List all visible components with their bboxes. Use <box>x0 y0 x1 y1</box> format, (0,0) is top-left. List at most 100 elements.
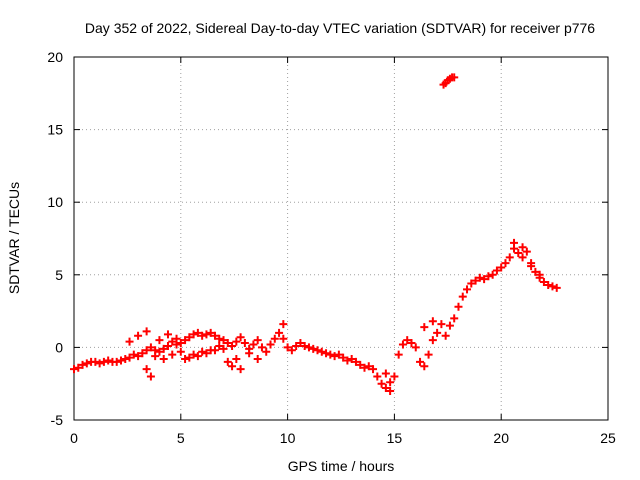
data-point <box>373 372 382 381</box>
data-point <box>527 262 536 271</box>
data-point <box>138 349 147 358</box>
y-tick-label: 10 <box>47 194 63 210</box>
data-point <box>223 339 232 348</box>
data-point <box>125 353 134 362</box>
data-point <box>270 334 279 343</box>
data-point <box>317 347 326 356</box>
data-point <box>189 330 198 339</box>
data-point <box>206 328 215 337</box>
data-point <box>458 292 467 301</box>
data-point <box>185 353 194 362</box>
data-point <box>441 331 450 340</box>
data-point <box>420 362 429 371</box>
data-point <box>377 379 386 388</box>
data-point <box>484 272 493 281</box>
data-point <box>394 350 403 359</box>
data-point <box>146 372 155 381</box>
data-points <box>70 73 561 395</box>
data-point <box>347 355 356 364</box>
y-tick-label: 0 <box>55 339 63 355</box>
data-point <box>155 336 164 345</box>
data-point <box>262 347 271 356</box>
plot-frame <box>73 56 609 421</box>
data-point <box>172 340 181 349</box>
data-point <box>74 363 83 372</box>
data-point <box>420 323 429 332</box>
data-point <box>219 344 228 353</box>
data-point <box>364 362 373 371</box>
data-point <box>510 238 519 247</box>
data-point <box>428 317 437 326</box>
data-point <box>518 243 527 252</box>
data-point <box>202 330 211 339</box>
data-point <box>505 253 514 262</box>
data-point <box>300 341 309 350</box>
data-point <box>437 320 446 329</box>
data-point <box>501 259 510 268</box>
y-tick-label: -5 <box>51 412 64 428</box>
data-point <box>155 347 164 356</box>
data-point <box>142 346 151 355</box>
grid <box>74 57 608 420</box>
data-point <box>168 337 177 346</box>
data-point <box>424 350 433 359</box>
data-point <box>535 270 544 279</box>
data-point <box>326 350 335 359</box>
data-point <box>369 365 378 374</box>
data-point <box>249 340 258 349</box>
data-point <box>304 343 313 352</box>
data-point <box>279 320 288 329</box>
x-axis-label: GPS time / hours <box>288 458 395 474</box>
data-point <box>240 339 249 348</box>
y-axis-label: SDTVAR / TECUs <box>6 182 22 294</box>
y-tick-label: 20 <box>47 49 63 65</box>
data-point <box>433 328 442 337</box>
data-point <box>146 343 155 352</box>
x-tick-label: 10 <box>280 430 296 446</box>
data-point <box>215 334 224 343</box>
data-point <box>531 267 540 276</box>
data-point <box>351 357 360 366</box>
data-point <box>475 273 484 282</box>
data-point <box>488 270 497 279</box>
data-point <box>189 350 198 359</box>
data-point <box>176 339 185 348</box>
data-point <box>134 352 143 361</box>
data-point <box>539 278 548 287</box>
data-point <box>253 336 262 345</box>
y-tick-label: 5 <box>55 267 63 283</box>
axis-ticks: 0 5 10 15 20 25 -5 0 5 10 15 20 <box>47 49 616 446</box>
data-point <box>514 249 523 258</box>
data-point <box>360 363 369 372</box>
data-point <box>193 328 202 337</box>
chart-title: Day 352 of 2022, Sidereal Day-to-day VTE… <box>85 20 595 36</box>
y-tick-label: 15 <box>47 122 63 138</box>
data-point <box>343 356 352 365</box>
data-point <box>381 384 390 393</box>
data-point <box>407 339 416 348</box>
data-point <box>176 347 185 356</box>
data-point <box>386 386 395 395</box>
data-point <box>334 350 343 359</box>
data-point <box>450 314 459 323</box>
data-point <box>296 339 305 348</box>
data-point <box>322 349 331 358</box>
data-point <box>82 359 91 368</box>
data-point <box>202 349 211 358</box>
data-point <box>330 352 339 361</box>
data-point <box>163 341 172 350</box>
data-point <box>159 355 168 364</box>
data-point <box>78 360 87 369</box>
data-point <box>159 344 168 353</box>
data-point <box>193 352 202 361</box>
data-point <box>548 282 557 291</box>
data-point <box>266 340 275 349</box>
data-point <box>398 340 407 349</box>
data-point <box>245 349 254 358</box>
data-point <box>91 357 100 366</box>
data-point <box>95 359 104 368</box>
data-point <box>552 283 561 292</box>
data-point <box>257 343 266 352</box>
data-point <box>236 333 245 342</box>
data-point <box>471 276 480 285</box>
